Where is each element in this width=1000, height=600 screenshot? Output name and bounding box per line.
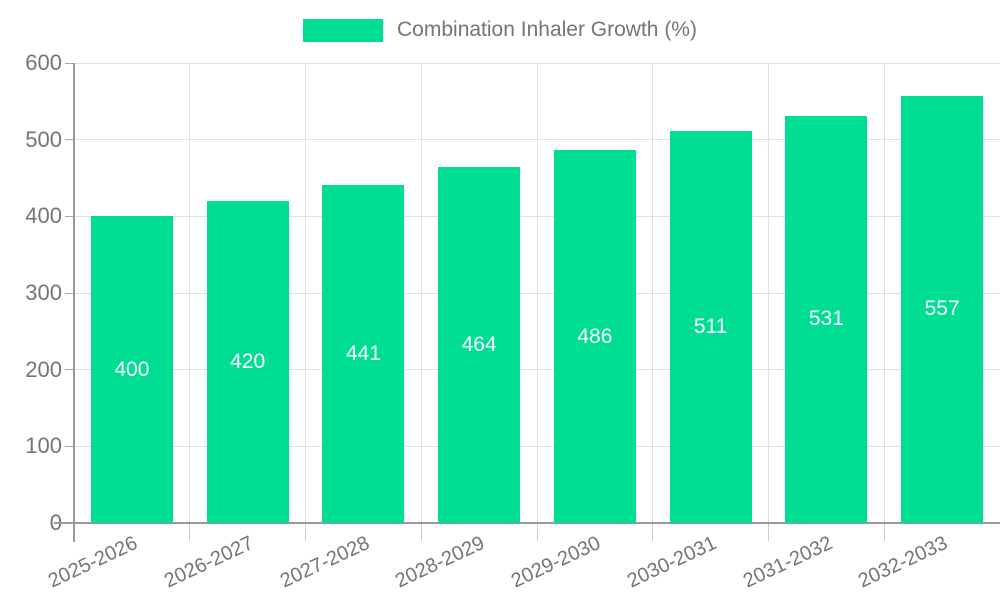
x-axis-tick (883, 523, 885, 541)
y-axis-line (73, 63, 75, 542)
bar-value-label: 557 (924, 297, 960, 321)
bar-value-label: 420 (230, 350, 266, 373)
legend-swatch (303, 18, 384, 42)
gridline-vertical (189, 63, 191, 523)
y-axis-tick-label: 300 (25, 280, 62, 305)
y-axis-tick-label: 400 (25, 203, 62, 229)
y-axis-tick (65, 215, 74, 217)
y-axis-tick-label: 200 (25, 356, 62, 382)
bar (669, 131, 752, 523)
bar-value-label: 464 (461, 333, 497, 357)
x-axis-category-label: 2026-2027 (160, 532, 257, 593)
gridline-vertical (768, 63, 769, 523)
x-axis-category-label: 2031-2032 (739, 532, 836, 593)
x-axis-tick (652, 523, 654, 541)
bar-value-label: 531 (808, 307, 844, 331)
bar (322, 184, 405, 523)
x-axis-category-label: 2030-2031 (623, 532, 720, 593)
bar-value-label: 441 (345, 341, 381, 365)
y-axis-tick-label: 100 (25, 433, 62, 459)
x-axis-category-label: 2025-2026 (45, 532, 142, 593)
x-axis-tick (768, 523, 769, 541)
gridline-vertical (305, 63, 306, 523)
x-axis-tick (420, 523, 422, 541)
x-axis-tick (305, 523, 306, 541)
x-axis-category-label: 2032-2033 (855, 532, 952, 593)
legend-item[interactable]: Combination Inhaler Growth (%) (303, 18, 697, 42)
y-axis-tick-label: 0 (49, 510, 62, 535)
y-axis-tick (65, 62, 74, 64)
x-axis-category-label: 2029-2030 (508, 532, 605, 593)
bar-value-label: 486 (577, 324, 613, 348)
bar (785, 115, 868, 523)
legend-label: Combination Inhaler Growth (%) (397, 18, 697, 41)
y-axis-tick-label: 500 (25, 126, 62, 152)
chart-legend: Combination Inhaler Growth (%) (0, 18, 1000, 42)
y-axis-tick-label: 600 (25, 50, 62, 75)
y-axis-tick (65, 445, 74, 447)
x-axis-category-label: 2027-2028 (276, 532, 373, 593)
x-axis-tick (189, 523, 191, 541)
x-axis-line (54, 522, 1000, 524)
bar (553, 150, 636, 523)
y-axis-tick (65, 292, 74, 294)
bar-value-label: 400 (114, 357, 150, 381)
bar (901, 95, 984, 523)
gridline-vertical (652, 63, 654, 523)
gridline-vertical (883, 63, 885, 523)
bar-value-label: 511 (693, 315, 728, 339)
bar (206, 201, 289, 523)
gridline-vertical (420, 63, 422, 523)
bar (438, 167, 521, 523)
x-axis-category-label: 2028-2029 (392, 532, 489, 593)
x-axis-tick (536, 523, 538, 541)
gridline-vertical (536, 63, 538, 523)
y-axis-tick (65, 369, 74, 371)
y-axis-tick (65, 139, 74, 141)
bar (90, 216, 173, 523)
